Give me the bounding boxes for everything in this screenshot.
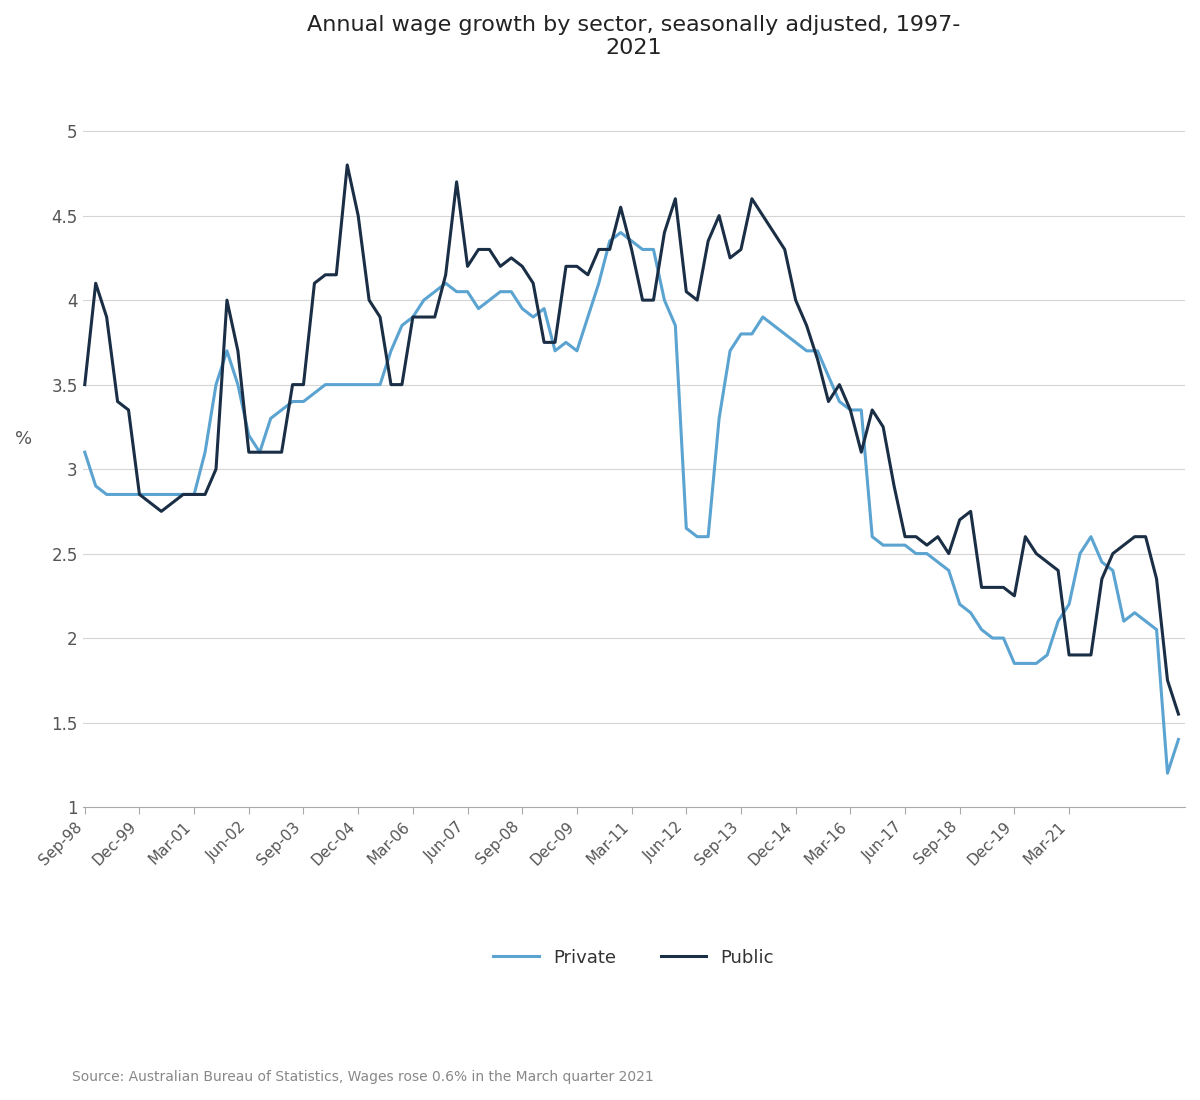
- Text: Source: Australian Bureau of Statistics, Wages rose 0.6% in the March quarter 20: Source: Australian Bureau of Statistics,…: [72, 1069, 654, 1084]
- Public: [1171, 707, 1186, 721]
- Line: Private: Private: [85, 232, 1178, 773]
- Public: [362, 294, 377, 307]
- Public: [745, 192, 760, 206]
- Private: [613, 226, 628, 239]
- Private: [1160, 767, 1175, 780]
- Private: [154, 487, 168, 500]
- Public: [154, 505, 168, 518]
- Private: [78, 446, 92, 459]
- Private: [1171, 733, 1186, 746]
- Public: [592, 243, 606, 256]
- Public: [854, 446, 869, 459]
- Private: [908, 547, 923, 560]
- Y-axis label: %: %: [14, 430, 32, 448]
- Private: [581, 310, 595, 323]
- Public: [340, 158, 354, 172]
- Public: [78, 378, 92, 392]
- Line: Public: Public: [85, 165, 1178, 714]
- Title: Annual wage growth by sector, seasonally adjusted, 1997-
2021: Annual wage growth by sector, seasonally…: [307, 15, 960, 58]
- Private: [350, 378, 365, 392]
- Private: [745, 328, 760, 341]
- Public: [908, 530, 923, 543]
- Private: [854, 404, 869, 417]
- Legend: Private, Public: Private, Public: [486, 942, 781, 975]
